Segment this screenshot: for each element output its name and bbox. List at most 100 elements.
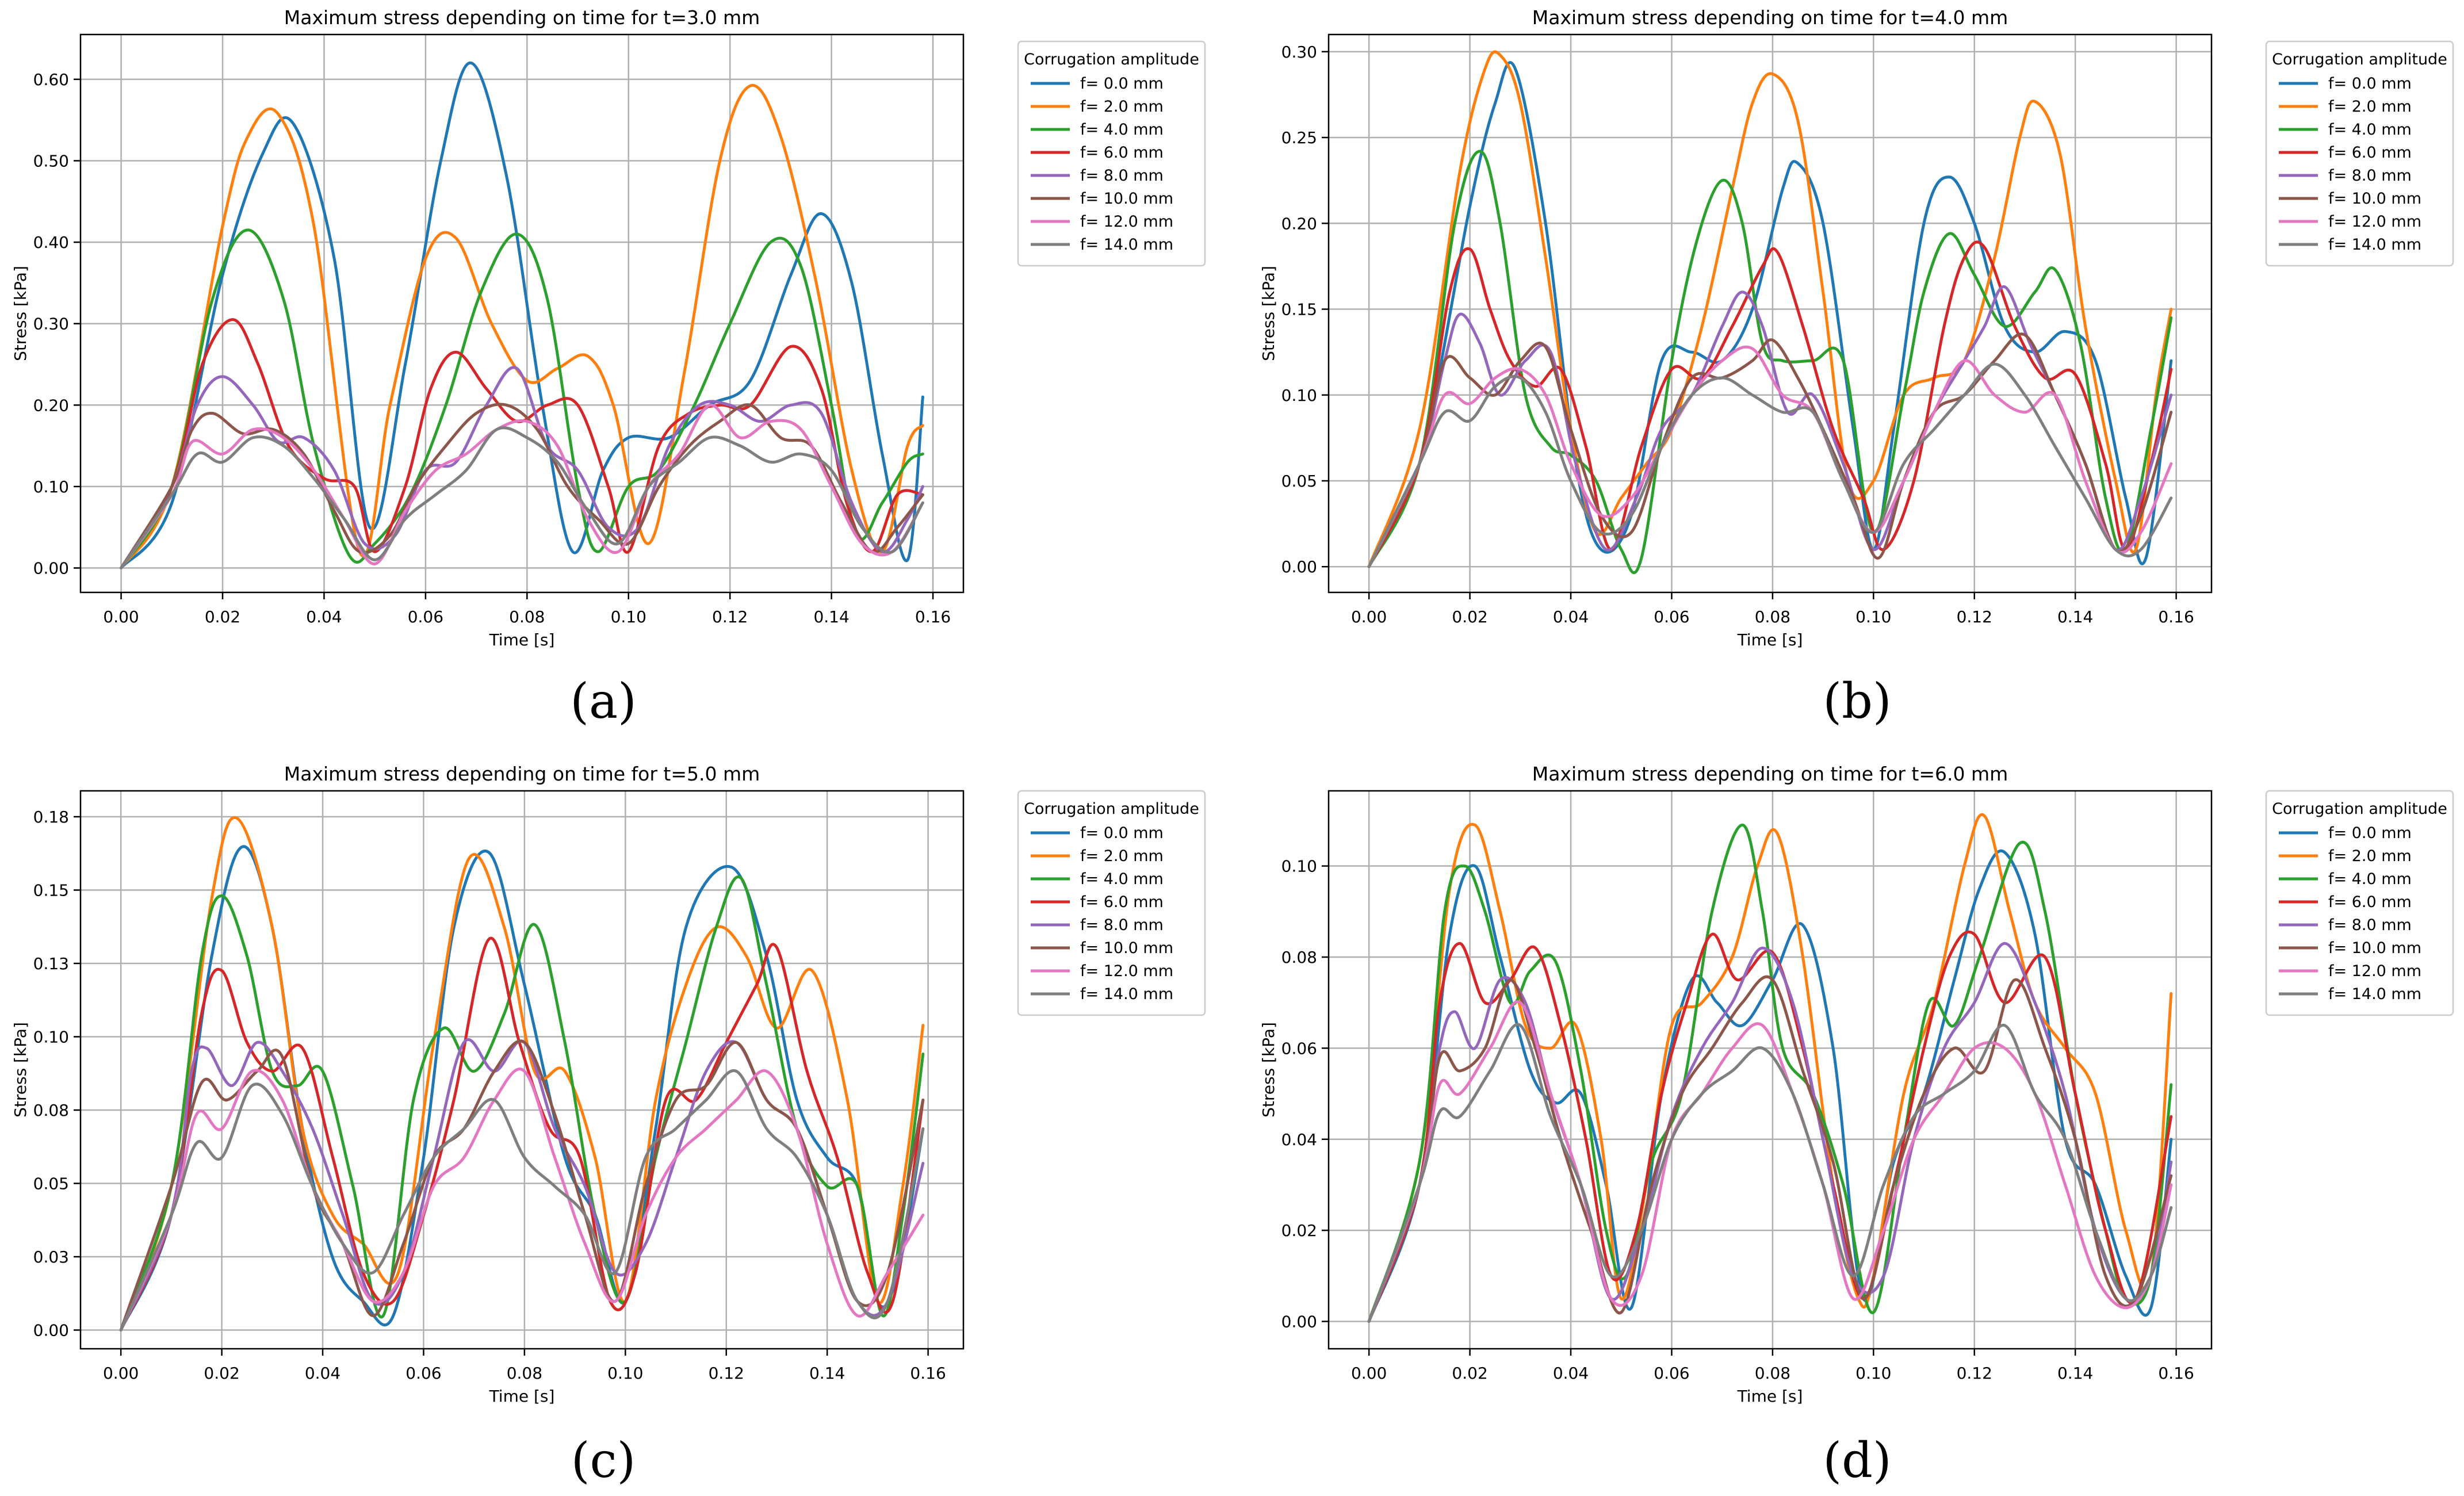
caption-c: (c) [571,1432,636,1489]
y-tick-label: 0.08 [1281,948,1317,967]
y-axis-label: Stress [kPa] [11,266,30,361]
chart-title: Maximum stress depending on time for t=5… [284,763,760,785]
series-line-4 [1367,285,2173,568]
x-tick-label: 0.06 [405,1364,441,1383]
y-tick-label: 0.00 [33,1321,69,1340]
chart-title: Maximum stress depending on time for t=4… [1532,6,2008,29]
y-tick-label: 0.30 [33,315,69,334]
x-tick-label: 0.04 [1553,1364,1589,1383]
legend-label-5: f= 10.0 mm [1080,939,1173,957]
x-axis-label: Time [s] [489,630,555,649]
legend-label-6: f= 12.0 mm [2328,962,2421,980]
y-tick-label: 0.05 [33,1174,69,1193]
plot-area [1329,35,2212,592]
x-tick-label: 0.06 [1654,1364,1689,1383]
legend-label-4: f= 8.0 mm [2328,916,2412,934]
x-tick-label: 0.08 [1755,607,1790,626]
legend-label-3: f= 6.0 mm [2328,893,2412,911]
legend-title: Corrugation amplitude [1024,51,1199,68]
series-line-7 [119,1069,925,1332]
series-line-6 [1367,345,2173,568]
legend-label-4: f= 8.0 mm [2328,167,2412,185]
y-tick-label: 0.02 [1281,1221,1317,1240]
x-tick-label: 0.14 [809,1364,845,1383]
y-tick-label: 0.60 [33,70,69,89]
y-tick-label: 0.50 [33,151,69,170]
x-axis-label: Time [s] [1737,1387,1803,1406]
y-tick-label: 0.10 [1281,857,1317,876]
x-tick-label: 0.12 [709,1364,744,1383]
y-tick-label: 0.18 [33,808,69,827]
legend-label-5: f= 10.0 mm [2328,190,2421,208]
legend-label-1: f= 2.0 mm [1080,847,1164,865]
series-line-6 [120,403,924,569]
x-tick-label: 0.16 [915,607,951,626]
series-line-2 [120,228,924,569]
y-axis-label: Stress [kPa] [1259,1022,1278,1118]
legend-label-5: f= 10.0 mm [2328,939,2421,957]
x-tick-label: 0.16 [2158,607,2194,626]
legend: Corrugation amplitude f= 0.0 mm f= 2.0 mm f… [2265,40,2454,267]
legend-label-2: f= 4.0 mm [1080,870,1164,888]
y-tick-label: 0.05 [1281,472,1317,491]
y-tick-label: 0.04 [1281,1130,1317,1149]
axes-frame [79,790,965,1350]
y-tick-label: 0.00 [1281,1312,1317,1331]
series-line-1 [1367,50,2173,568]
chart-title: Maximum stress depending on time for t=3… [284,6,760,29]
x-tick-label: 0.08 [507,1364,542,1383]
y-tick-label: 0.10 [1281,386,1317,405]
legend-title: Corrugation amplitude [1024,800,1199,818]
legend-label-2: f= 4.0 mm [2328,121,2412,139]
x-tick-label: 0.12 [1957,607,1992,626]
series-line-0 [1367,61,2173,568]
x-tick-label: 0.00 [1351,607,1387,626]
legend-label-1: f= 2.0 mm [1080,98,1164,116]
x-tick-label: 0.14 [2057,1364,2093,1383]
x-tick-label: 0.10 [611,607,646,626]
y-tick-label: 0.20 [33,396,69,415]
chart-panel-3: 0.00 0.02 0.04 0.06 0.08 0.10 0.12 0.14 0.16 0.00… [1259,763,2454,1406]
series-group [120,62,924,569]
chart-title: Maximum stress depending on time for t=6… [1532,763,2008,785]
y-tick-label: 0.03 [33,1248,69,1267]
y-tick-label: 0.40 [33,233,69,252]
caption-d: (d) [1823,1432,1892,1489]
series-line-4 [120,366,924,569]
series-line-1 [119,816,925,1332]
series-line-6 [119,1068,925,1332]
legend-box [2265,790,2454,1016]
caption-b: (b) [1823,673,1892,729]
legend-box [2265,40,2454,267]
chart-panel-2: 0.00 0.02 0.04 0.06 0.08 0.10 0.12 0.14 0.16 0.00… [11,763,1206,1406]
x-tick-label: 0.12 [712,607,748,626]
x-tick-label: 0.06 [408,607,443,626]
chart-panel-0: 0.00 0.02 0.04 0.06 0.08 0.10 0.12 0.14 0.16 0.00… [11,6,1206,649]
x-axis-label: Time [s] [489,1387,555,1406]
caption-a: (a) [570,673,637,729]
x-tick-label: 0.02 [204,1364,239,1383]
x-tick-label: 0.10 [1855,607,1891,626]
chart-panel-1: 0.00 0.02 0.04 0.06 0.08 0.10 0.12 0.14 0.16 0.00… [1259,6,2454,649]
legend-label-7: f= 14.0 mm [2328,236,2421,254]
legend-label-1: f= 2.0 mm [2328,847,2412,865]
series-line-5 [120,403,924,569]
x-tick-label: 0.02 [1452,1364,1487,1383]
legend-label-6: f= 12.0 mm [1080,962,1173,980]
y-tick-label: 0.15 [1281,300,1317,319]
x-tick-label: 0.14 [2057,607,2093,626]
x-tick-label: 0.04 [306,607,342,626]
y-tick-label: 0.13 [33,954,69,973]
legend-label-3: f= 6.0 mm [2328,144,2412,162]
legend-box [1017,40,1206,267]
y-tick-label: 0.00 [1281,557,1317,576]
y-tick-label: 0.30 [1281,43,1317,62]
series-line-4 [1367,942,2173,1323]
y-tick-label: 0.08 [33,1101,69,1120]
legend-label-1: f= 2.0 mm [2328,98,2412,116]
legend: Corrugation amplitude f= 0.0 mm f= 2.0 mm f… [2265,790,2454,1016]
legend-label-7: f= 14.0 mm [2328,985,2421,1003]
legend-label-6: f= 12.0 mm [1080,213,1173,231]
y-tick-label: 0.00 [33,559,69,578]
x-tick-label: 0.12 [1957,1364,1992,1383]
